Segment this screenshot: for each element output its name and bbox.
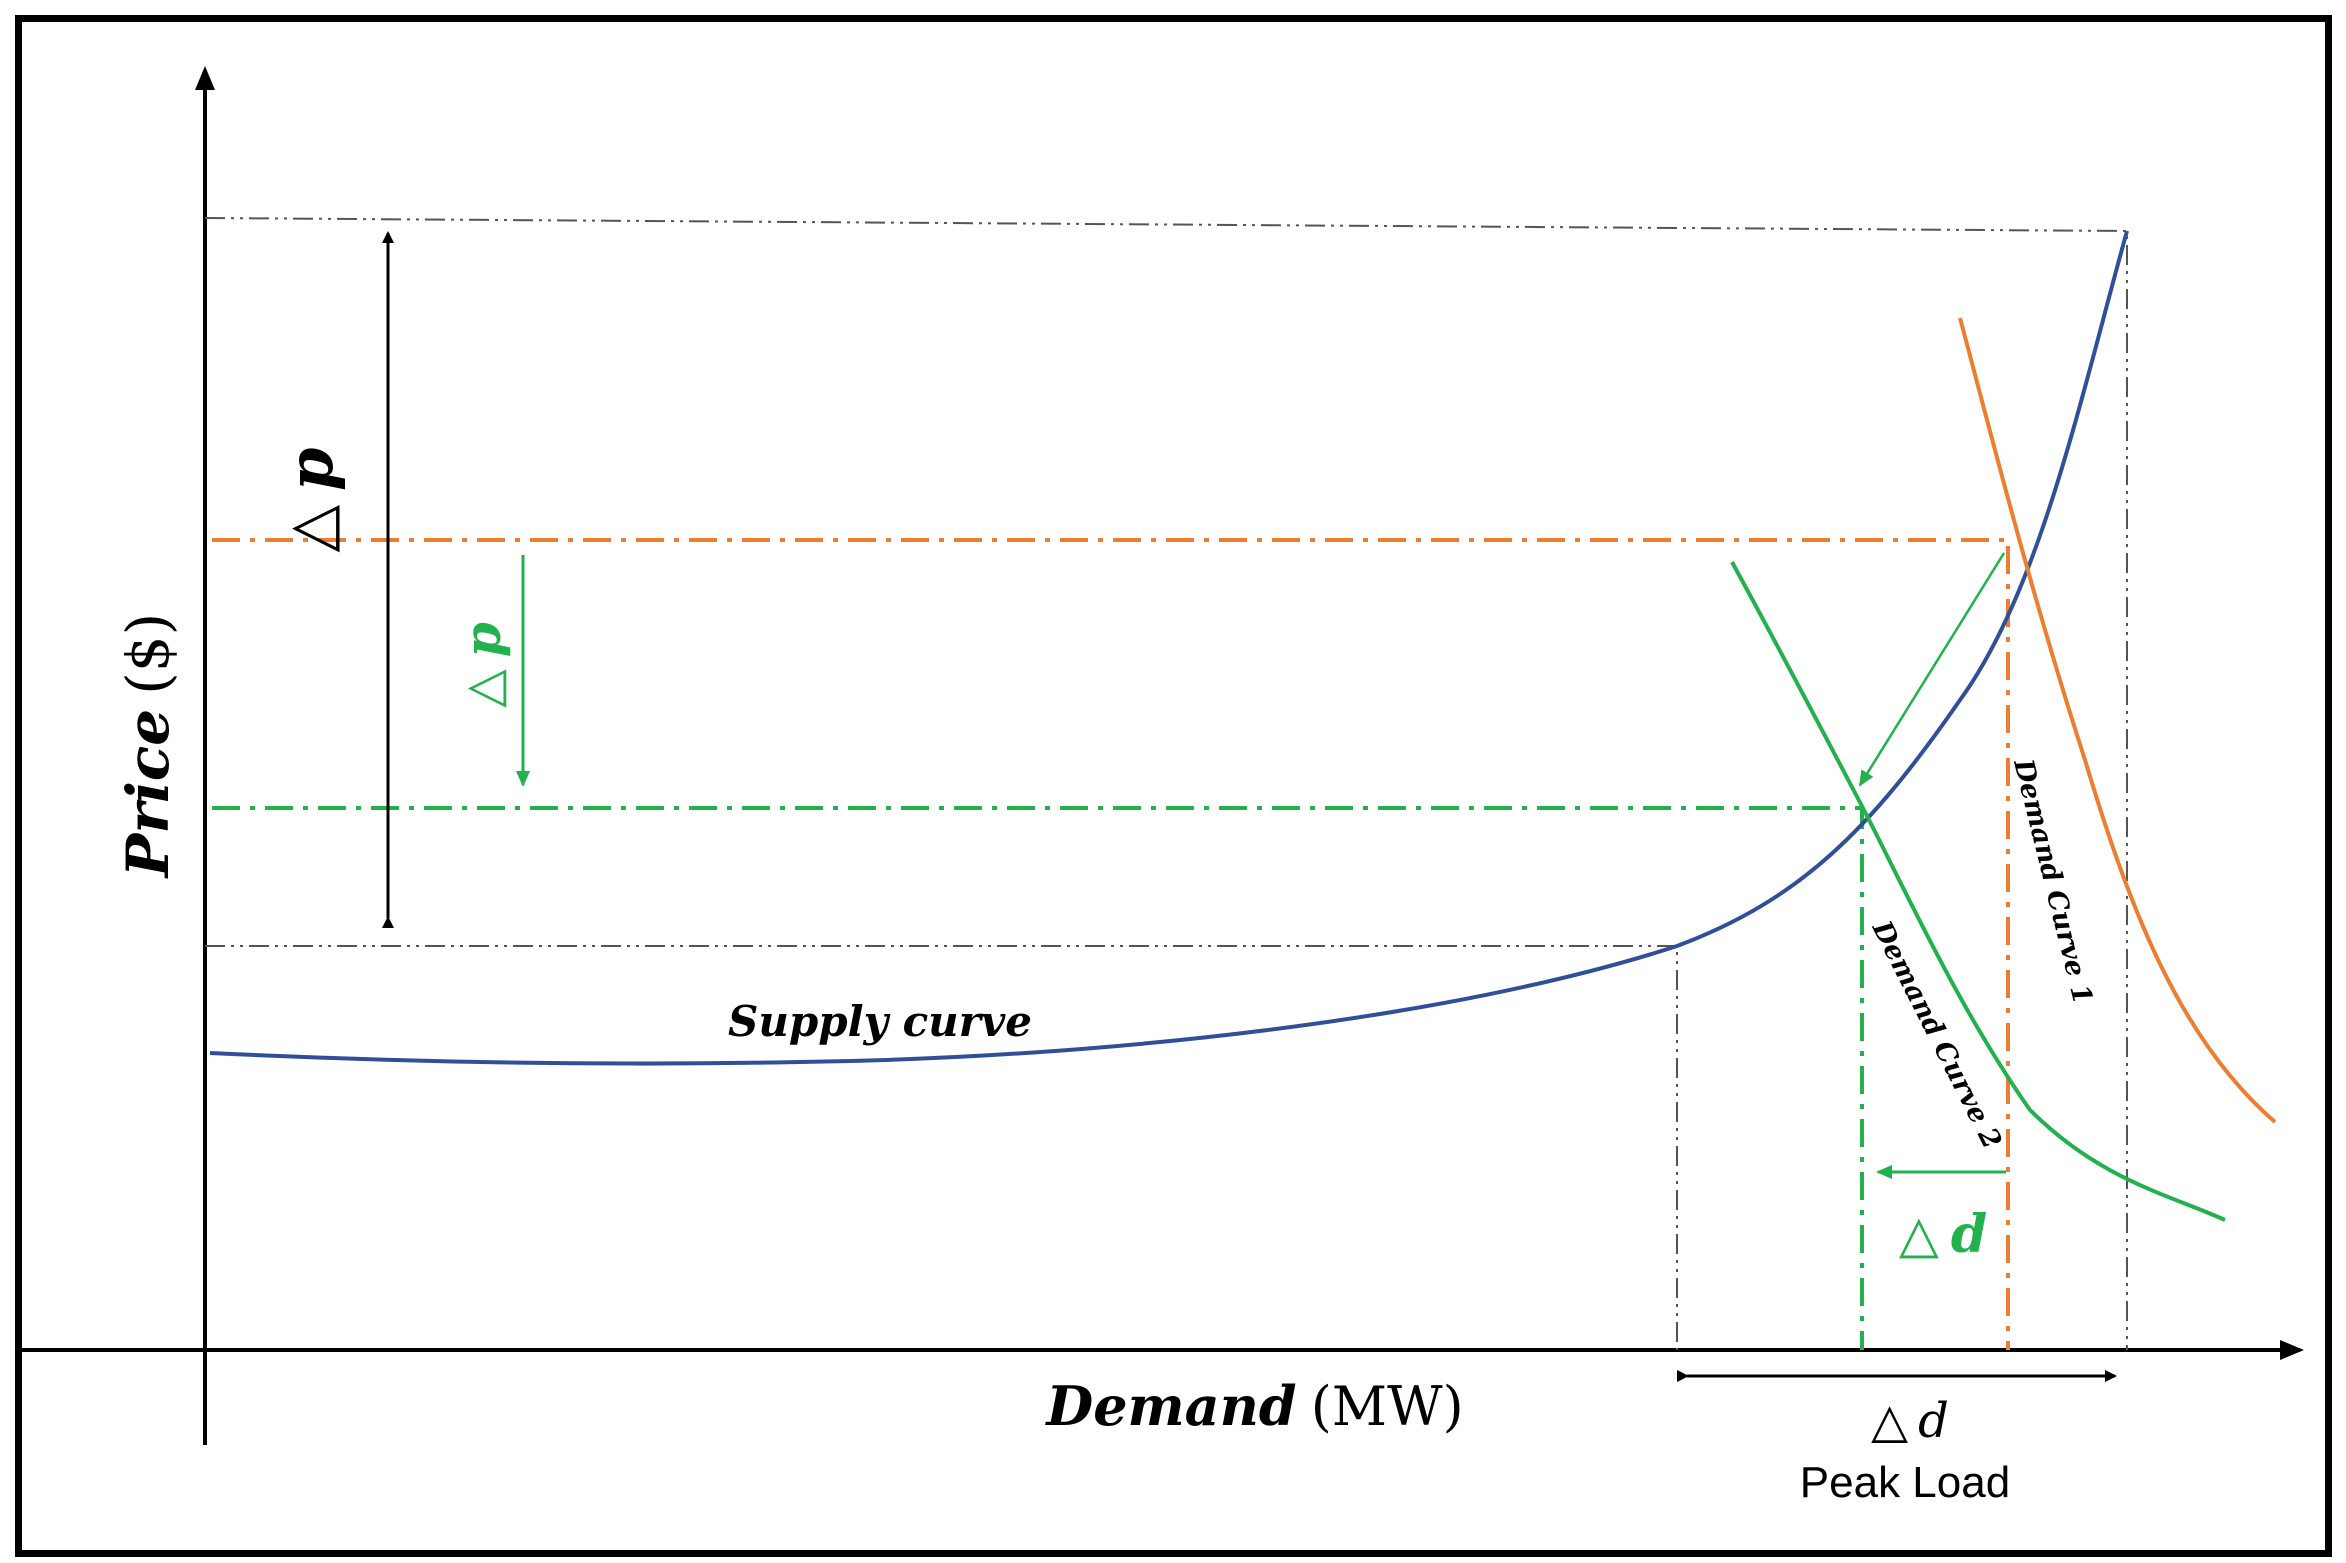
diagram-frame	[15, 15, 2332, 1557]
demand2-curve	[1730, 561, 2226, 1222]
delta-p-total-label: △p	[274, 447, 347, 552]
y-axis-label: Price($)	[114, 613, 182, 880]
demand2-guide-line	[212, 806, 1864, 1350]
guide-lines	[204, 217, 2128, 1350]
x-axis-label: Demand (MW)	[1044, 1374, 1463, 1438]
demand1-curve	[1958, 317, 2277, 1124]
delta-d-green-label: △ d	[1899, 1204, 1987, 1265]
supply-curve	[209, 230, 2129, 1066]
peak-load-label: Peak Load	[1800, 1458, 2010, 1507]
delta-d-peak-label: △ d	[1871, 1393, 1949, 1449]
supply-curve-label: Supply curve	[728, 997, 1032, 1046]
delta-p-green-label: △p	[453, 622, 512, 707]
demand1-curve-label: Demand Curve 1	[2007, 755, 2098, 1007]
equilibrium-shift-arrow	[1858, 552, 2006, 787]
